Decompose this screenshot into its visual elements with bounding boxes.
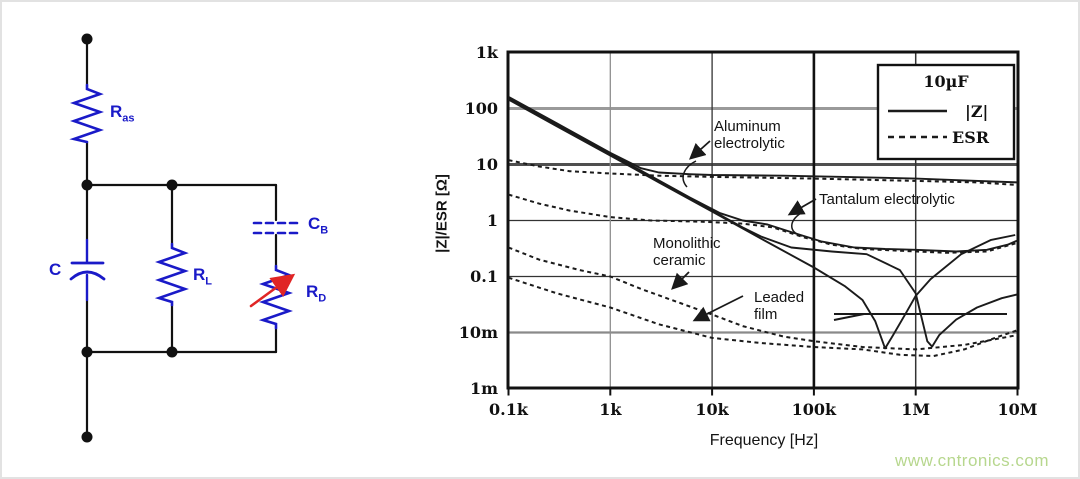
curve-film-z	[508, 98, 1016, 350]
label-rl: RL	[193, 265, 213, 288]
label-c: C	[49, 260, 62, 279]
curve-tantalum-esr	[508, 193, 1018, 254]
x-tick-label-10M: 10M	[997, 400, 1038, 419]
tantalum-knee-circle-mark	[791, 212, 803, 237]
y-tick-label-10: 10	[475, 154, 498, 174]
legend-item-esr: ESR	[952, 128, 990, 147]
leaded-film-pointer-line	[833, 313, 1007, 321]
x-axis-title: Frequency [Hz]	[709, 432, 819, 449]
ceramic-annotation-arrow	[671, 271, 690, 290]
chart-gridlines	[508, 52, 1018, 389]
x-tick-label-10k: 10k	[695, 400, 729, 419]
resistor-rd-symbol	[258, 264, 293, 330]
plot-border	[506, 50, 1020, 390]
curve-film-esr	[508, 276, 1018, 357]
annotation-aluminum: Aluminum electrolytic	[714, 118, 785, 153]
x-tick-label-1k: 1k	[599, 400, 622, 419]
annotation-tantalum: Tantalum electrolytic	[819, 191, 955, 208]
curve-aluminum-esr	[508, 159, 1018, 186]
legend-item-z: |Z|	[965, 102, 989, 121]
node-top-middle	[166, 179, 178, 191]
tantalum-annotation-arrow	[787, 198, 817, 216]
node-bottom-middle	[166, 346, 178, 358]
x-tick-label-0.1k: 0.1k	[489, 400, 528, 419]
terminal-top	[81, 33, 93, 45]
y-tick-label-0.1: 0.1	[470, 266, 498, 286]
y-tick-label-1m: 1m	[469, 378, 498, 398]
terminal-bottom	[81, 431, 93, 443]
y-tick-label-1: 1	[486, 210, 498, 230]
curve-ceramic-esr	[508, 246, 1018, 351]
node-top-left	[81, 179, 93, 191]
film-annotation-arrow	[692, 295, 744, 322]
legend-title: 10µF	[923, 72, 969, 91]
wire-left-branch	[85, 37, 278, 439]
node-bottom-left	[81, 346, 93, 358]
annotation-arrows	[671, 140, 1007, 322]
chart-curves	[508, 95, 1018, 357]
annotation-film: Leaded film	[754, 289, 805, 324]
x-tick-label-100k: 100k	[791, 400, 837, 419]
x-axis-tick-marks	[507, 389, 1019, 396]
label-cb: CB	[308, 214, 329, 237]
aluminum-knee-circle-mark	[682, 160, 697, 188]
cap-c-plate-curved	[69, 270, 106, 281]
circuit-schematic	[69, 33, 302, 443]
x-tick-label-1M: 1M	[901, 400, 931, 419]
watermark: www.cntronics.com	[895, 451, 1049, 470]
resistor-rl-symbol	[154, 242, 189, 307]
label-ras: Ras	[110, 102, 135, 125]
resistor-ras-symbol	[69, 83, 104, 144]
label-rd: RD	[306, 282, 327, 305]
y-axis-title: |Z|/ESR [Ω]	[433, 174, 451, 253]
annotation-ceramic: Monolithic ceramic	[653, 235, 721, 270]
y-tick-label-100: 100	[464, 98, 498, 118]
rd-variable-arrow	[249, 273, 296, 308]
aluminum-annotation-arrow	[688, 140, 711, 160]
y-tick-label-10m: 10m	[458, 322, 498, 342]
circuit-nodes	[81, 33, 178, 443]
y-tick-label-1k: 1k	[475, 42, 498, 62]
